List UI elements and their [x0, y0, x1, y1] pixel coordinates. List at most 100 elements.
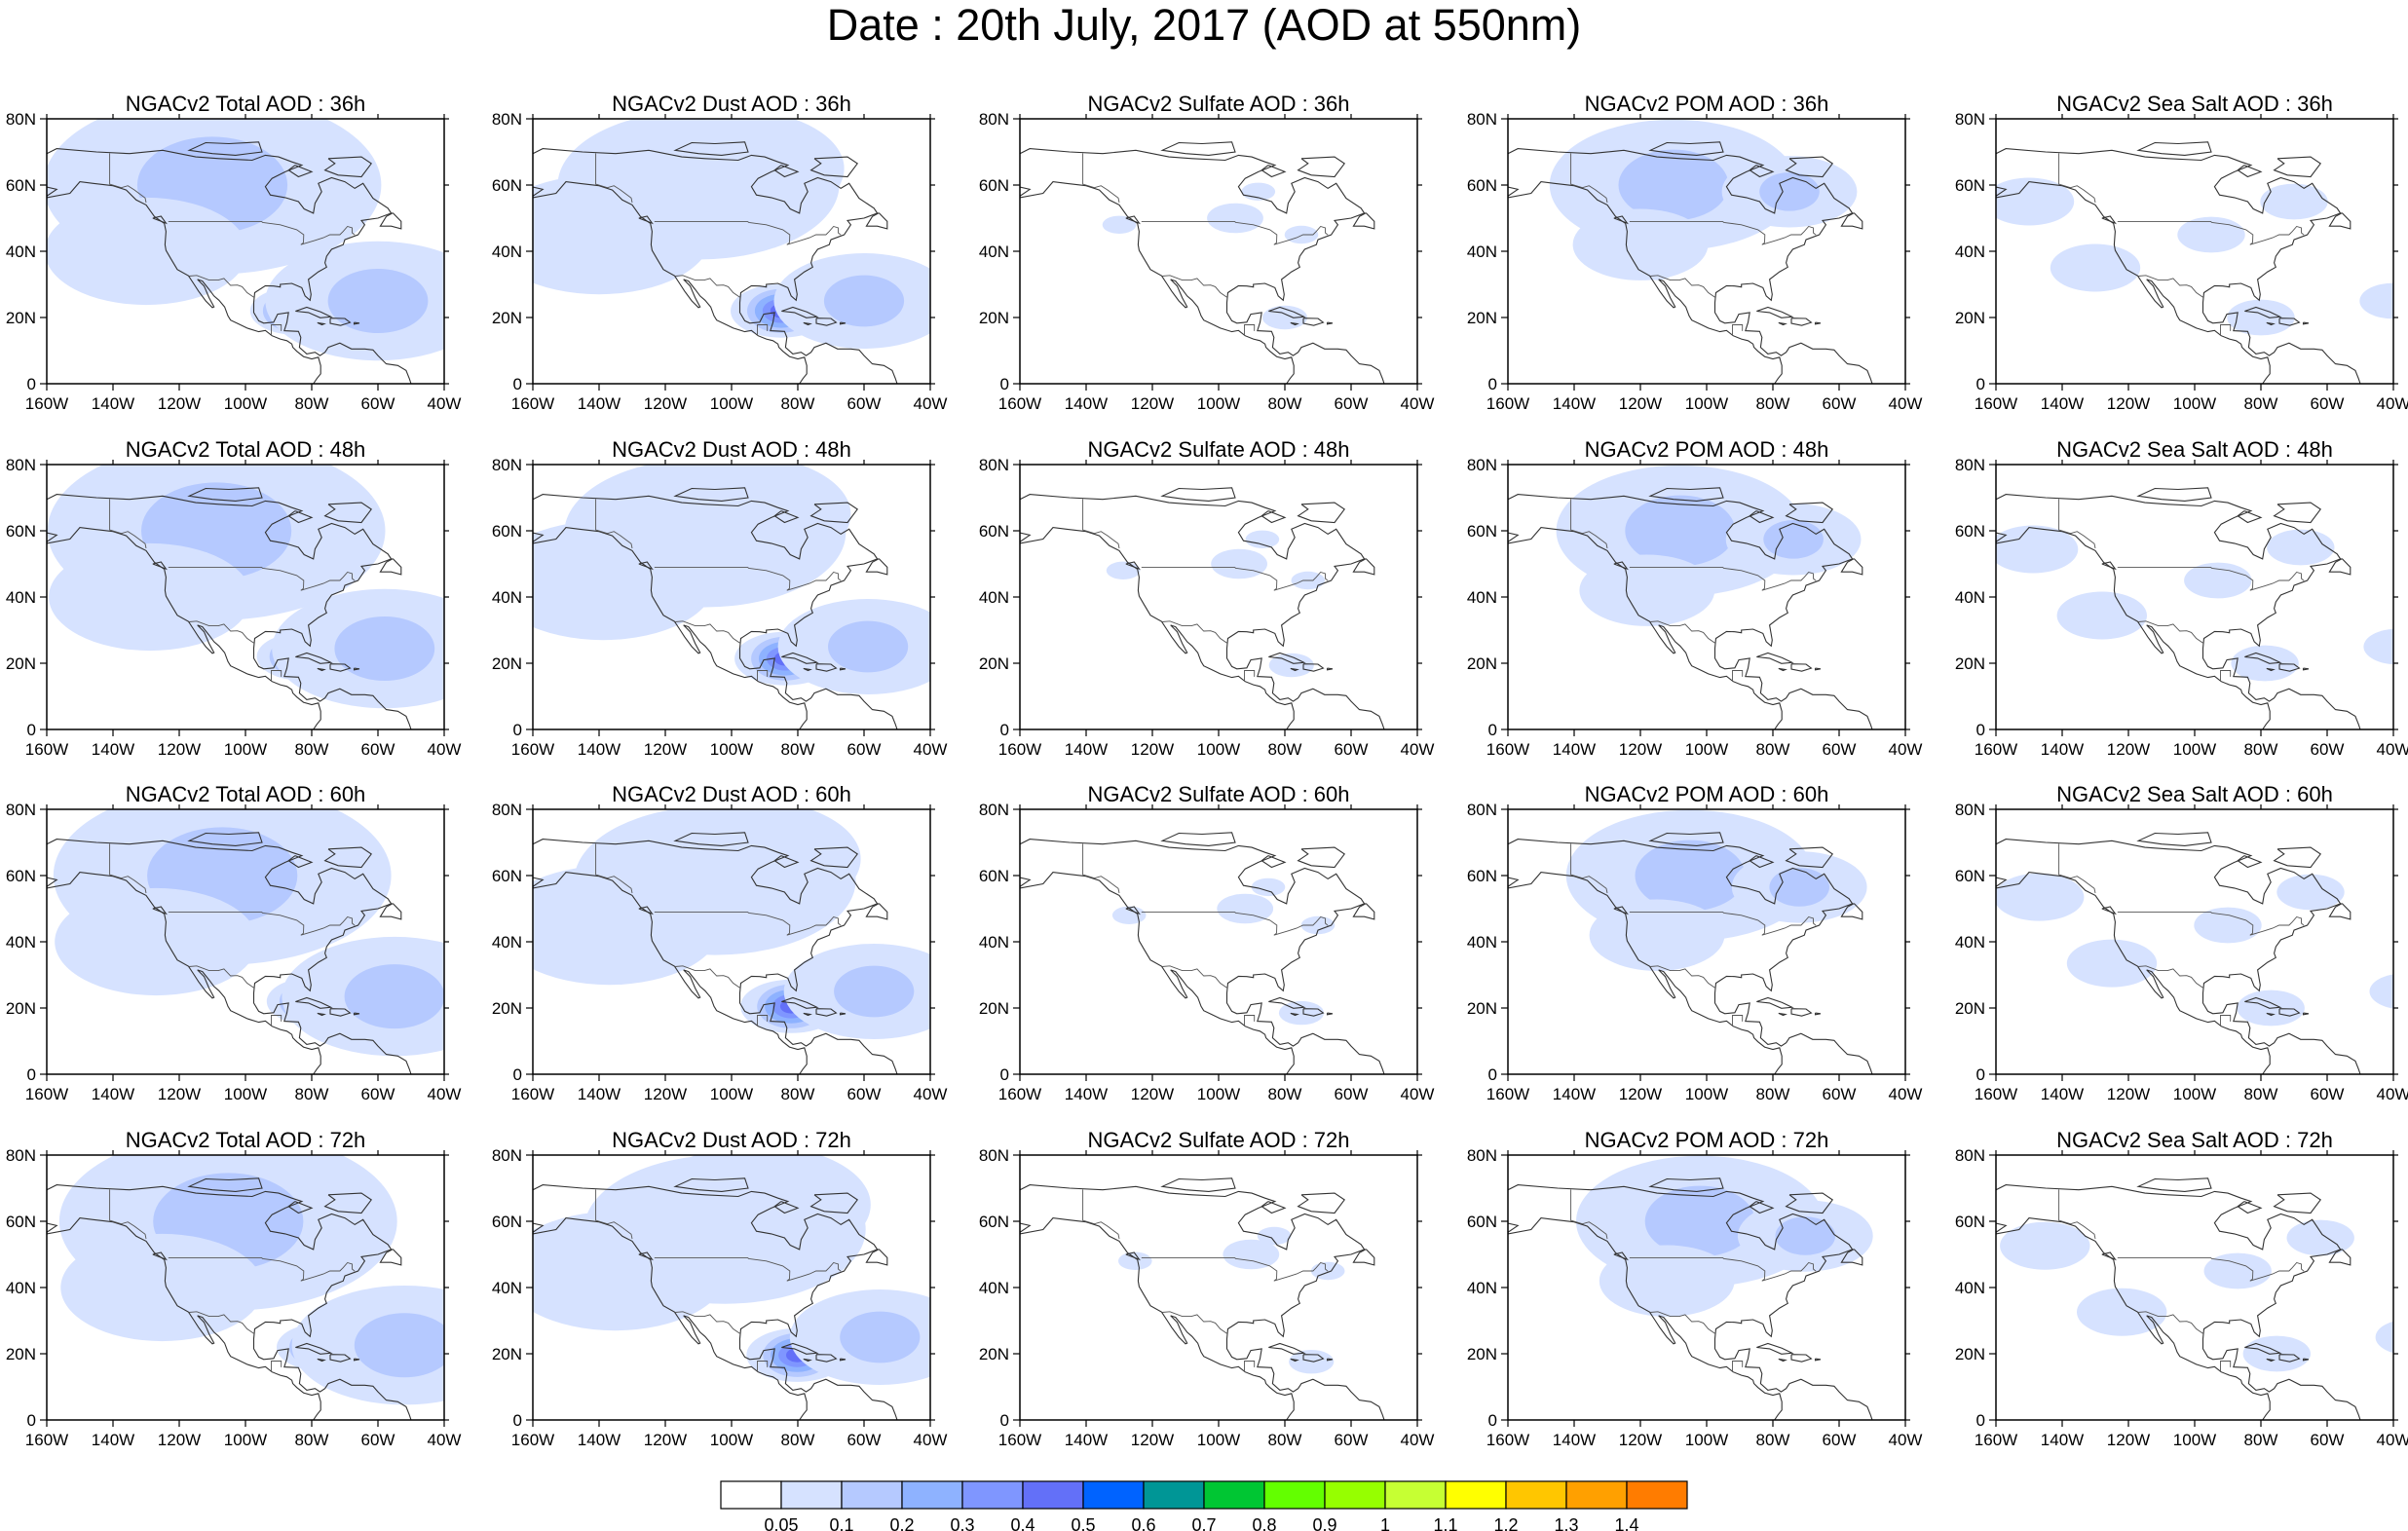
- lat-tick-label: 80N: [6, 801, 36, 819]
- map-panel: NGACv2 Dust AOD : 48h 160W 140W 120W 100W 80W…: [492, 437, 948, 759]
- lat-tick-label: 0: [1000, 1065, 1009, 1084]
- coastline: [1508, 487, 1873, 729]
- aod-contour: [445, 1357, 462, 1367]
- map-panel: NGACv2 Total AOD : 48h 160W 140W 120W 100W 80…: [6, 437, 462, 759]
- lon-tick-label: 80W: [1268, 740, 1302, 759]
- lon-tick-label: 80W: [1756, 1431, 1790, 1449]
- lon-tick-label: 140W: [92, 1085, 134, 1103]
- aod-contour: [635, 809, 861, 919]
- lat-tick-label: 40N: [1955, 1279, 1985, 1297]
- lon-tick-label: 100W: [224, 1085, 267, 1103]
- lat-tick-label: 20N: [979, 309, 1009, 327]
- lon-tick-label: 140W: [578, 740, 621, 759]
- aod-contour: [1106, 561, 1141, 579]
- aod-contour: [2077, 1288, 2167, 1336]
- colorbar-swatch: [1626, 1480, 1688, 1510]
- lat-tick-label: 80N: [492, 801, 522, 819]
- aod-contour: [840, 1311, 921, 1363]
- coastline: [1996, 487, 2361, 729]
- lon-tick-label: 160W: [1486, 740, 1529, 759]
- panel-title: NGACv2 Total AOD : 72h: [126, 1128, 366, 1152]
- colorbar-swatch: [720, 1480, 782, 1510]
- lon-tick-label: 100W: [710, 1431, 753, 1449]
- aod-contour: [55, 887, 258, 996]
- lon-tick-label: 160W: [1486, 1085, 1529, 1103]
- lat-tick-label: 60N: [6, 1213, 36, 1231]
- aod-contour: [2050, 243, 2141, 292]
- lat-tick-label: 60N: [979, 1213, 1009, 1231]
- coastline: [533, 832, 898, 1074]
- aod-contour: [2286, 1219, 2354, 1256]
- lat-tick-label: 80N: [1955, 801, 1985, 819]
- panel-title: NGACv2 Dust AOD : 72h: [612, 1128, 851, 1152]
- lat-tick-label: 40N: [6, 933, 36, 952]
- colorbar-swatch: [1324, 1480, 1386, 1510]
- aod-contour: [823, 275, 905, 327]
- panel-title: NGACv2 Total AOD : 36h: [126, 92, 366, 116]
- lat-tick-label: 0: [513, 1411, 522, 1430]
- colorbar-label: 1: [1380, 1515, 1390, 1531]
- coastline: [533, 141, 898, 384]
- lat-tick-label: 20N: [492, 309, 522, 327]
- panel-title: NGACv2 Sulfate AOD : 36h: [1087, 92, 1349, 116]
- aod-contour: [2375, 1321, 2393, 1354]
- coastline: [47, 1177, 412, 1420]
- lon-tick-label: 120W: [158, 1431, 201, 1449]
- lon-tick-label: 80W: [2244, 394, 2278, 413]
- lat-tick-label: 0: [1976, 1065, 1985, 1084]
- lon-tick-label: 160W: [511, 740, 554, 759]
- lon-tick-label: 40W: [914, 740, 948, 759]
- colorbar-label: 0.7: [1191, 1515, 1216, 1531]
- lon-tick-label: 60W: [1335, 394, 1369, 413]
- lon-tick-label: 140W: [92, 394, 134, 413]
- aod-contour: [1996, 177, 2075, 226]
- aod-contour: [1245, 530, 1280, 548]
- lon-tick-label: 120W: [1619, 394, 1662, 413]
- colorbar-label: 0.8: [1252, 1515, 1276, 1531]
- lon-tick-label: 60W: [847, 1085, 882, 1103]
- lon-tick-label: 100W: [710, 740, 753, 759]
- lon-tick-label: 60W: [1823, 1085, 1857, 1103]
- lon-tick-label: 120W: [158, 1085, 201, 1103]
- map-panel: NGACv2 Sulfate AOD : 72h 160W 140W 120W 100W…: [979, 1128, 1435, 1449]
- aod-contour: [60, 1233, 264, 1342]
- colorbar-swatch: [1022, 1480, 1084, 1510]
- lat-tick-label: 0: [27, 375, 36, 393]
- coastline: [533, 487, 898, 729]
- lon-tick-label: 100W: [1685, 740, 1728, 759]
- colorbar-label: 0.1: [829, 1515, 853, 1531]
- map-panel: NGACv2 Dust AOD : 60h 160W 140W 120W 100W 80W…: [492, 782, 948, 1103]
- aod-field: [47, 1155, 462, 1420]
- lon-tick-label: 140W: [2041, 740, 2084, 759]
- aod-contour: [2056, 591, 2147, 640]
- panel-title: NGACv2 Dust AOD : 36h: [612, 92, 851, 116]
- lon-tick-label: 60W: [361, 1431, 395, 1449]
- lon-tick-label: 120W: [1131, 1085, 1174, 1103]
- lat-tick-label: 0: [1000, 1411, 1009, 1430]
- lon-tick-label: 80W: [1756, 1085, 1790, 1103]
- lat-tick-label: 80N: [492, 1146, 522, 1165]
- lon-tick-label: 60W: [2311, 1431, 2345, 1449]
- lat-tick-label: 0: [513, 721, 522, 739]
- aod-contour: [1763, 520, 1824, 559]
- lat-tick-label: 20N: [1955, 654, 1985, 673]
- lon-tick-label: 120W: [1619, 1085, 1662, 1103]
- lat-tick-label: 40N: [979, 1279, 1009, 1297]
- lon-tick-label: 140W: [92, 1431, 134, 1449]
- lat-tick-label: 80N: [1955, 110, 1985, 129]
- aod-field: [47, 119, 444, 384]
- lat-tick-label: 60N: [492, 1213, 522, 1231]
- lat-tick-label: 40N: [979, 933, 1009, 952]
- lon-tick-label: 40W: [1401, 1431, 1435, 1449]
- lat-tick-label: 60N: [979, 176, 1009, 195]
- lat-tick-label: 20N: [979, 654, 1009, 673]
- lat-tick-label: 60N: [492, 176, 522, 195]
- aod-contour: [2000, 1221, 2090, 1270]
- lon-tick-label: 160W: [25, 740, 68, 759]
- map-panel: NGACv2 Sea Salt AOD : 60h 160W 140W 120W 100…: [1955, 782, 2408, 1103]
- lat-tick-label: 40N: [1955, 588, 1985, 607]
- aod-contour: [2231, 645, 2299, 682]
- aod-contour: [1217, 893, 1274, 924]
- lat-tick-label: 60N: [1467, 1213, 1497, 1231]
